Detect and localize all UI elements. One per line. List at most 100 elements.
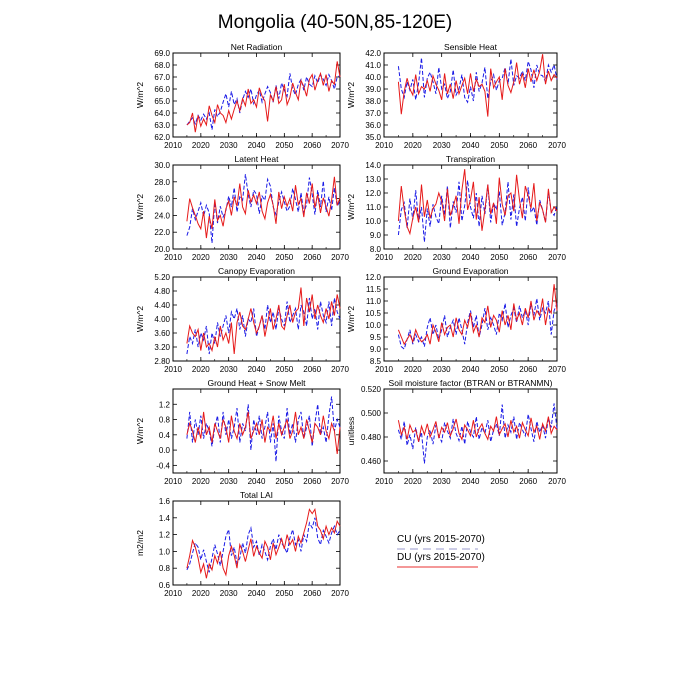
y-tick-label: 9.0 [370,231,382,240]
y-tick-label: 1.2 [159,400,171,409]
y-tick-label: 68.0 [154,61,170,70]
x-tick-label: 2020 [192,589,210,598]
series-line-du [186,411,341,454]
y-axis-label: W/m^2 [135,418,145,444]
x-tick-label: 2050 [275,253,293,262]
x-tick-label: 2070 [548,141,566,150]
series-line-cu [186,297,341,355]
panel-soil-moisture-factor-btran-or-btranmn: Soil moisture factor (BTRAN or BTRANMN) u… [346,378,566,486]
x-tick-label: 2050 [275,141,293,150]
x-tick-label: 2040 [248,589,266,598]
y-tick-label: 0.6 [159,581,171,590]
x-tick-label: 2030 [433,253,451,262]
panel-title: Ground Heat + Snow Melt [207,378,306,388]
series-line-cu [186,174,341,244]
x-tick-label: 2020 [404,477,422,486]
x-tick-label: 2020 [404,141,422,150]
x-tick-label: 2010 [164,477,182,486]
x-tick-label: 2070 [331,365,349,374]
x-tick-label: 2010 [375,253,393,262]
y-tick-label: 4.80 [154,287,170,296]
y-tick-label: 12.0 [365,273,381,282]
y-axis-label: W/m^2 [135,306,145,332]
y-tick-label: 0.8 [159,564,171,573]
x-tick-label: 2010 [164,253,182,262]
y-tick-label: 0.8 [159,416,171,425]
panel-title: Ground Evaporation [432,266,508,276]
y-axis-label: m2/m2 [135,530,145,556]
x-tick-label: 2040 [462,477,480,486]
y-tick-label: 4.00 [154,315,170,324]
x-tick-label: 2010 [375,477,393,486]
series-line-du [186,287,341,355]
panel-title: Net Radiation [231,42,283,52]
x-tick-label: 2010 [375,365,393,374]
series-line-du [397,284,558,346]
y-tick-label: 11.0 [366,203,382,212]
x-tick-label: 2070 [548,253,566,262]
x-tick-label: 2070 [331,589,349,598]
x-tick-label: 2070 [331,477,349,486]
y-tick-label: 3.60 [154,329,170,338]
x-tick-label: 2050 [275,589,293,598]
x-tick-label: 2060 [303,477,321,486]
x-tick-label: 2030 [220,365,238,374]
y-tick-label: 41.0 [365,61,381,70]
y-tick-label: 20.0 [154,245,170,254]
y-tick-label: 1.2 [159,531,171,540]
x-tick-label: 2070 [331,141,349,150]
x-tick-label: 2050 [490,141,508,150]
y-tick-label: 10.0 [365,217,381,226]
y-axis-label: W/m^2 [346,82,356,108]
y-tick-label: 1.0 [159,547,171,556]
y-axis-label: W/m^2 [135,82,145,108]
x-tick-label: 2050 [490,365,508,374]
x-tick-label: 2050 [490,477,508,486]
x-tick-label: 2010 [164,141,182,150]
y-axis-label: W/m^2 [135,194,145,220]
x-tick-label: 2040 [462,141,480,150]
panel-sensible-heat: Sensible Heat W/m^2 2010 2020 2030 2040 2050 20… [346,42,566,150]
y-tick-label: -0.4 [156,461,170,470]
panel-transpiration: Transpiration W/m^2 2010 2020 2030 2040 2050 20… [346,154,566,262]
y-tick-label: 38.0 [365,97,381,106]
y-tick-label: 42.0 [365,49,381,58]
panel-title: Soil moisture factor (BTRAN or BTRANMN) [389,378,553,388]
x-tick-label: 2050 [275,477,293,486]
y-tick-label: 10.0 [365,321,381,330]
y-tick-label: 66.0 [154,85,170,94]
y-tick-label: 1.6 [159,497,171,506]
series-line-du [397,54,558,117]
panel-grid: Net Radiation W/m^2 2010 2020 2030 2040 2050 20… [135,42,566,598]
panel-latent-heat: Latent Heat W/m^2 2010 2020 2030 2040 2050 2060… [135,154,349,262]
y-tick-label: 0.520 [361,385,382,394]
x-tick-label: 2050 [490,253,508,262]
y-tick-label: 63.0 [154,121,170,130]
x-tick-label: 2030 [433,141,451,150]
y-tick-label: 36.0 [365,121,381,130]
panel-net-radiation: Net Radiation W/m^2 2010 2020 2030 2040 2050 20… [135,42,349,150]
y-tick-label: 11.0 [366,297,382,306]
series-line-du [186,176,341,239]
y-tick-label: 28.0 [154,178,170,187]
x-tick-label: 2020 [404,253,422,262]
x-tick-label: 2040 [248,253,266,262]
panel-title: Transpiration [446,154,496,164]
panel-canopy-evaporation: Canopy Evaporation W/m^2 2010 2020 2030 2040 2… [135,266,349,374]
y-tick-label: 0.500 [361,409,382,418]
x-tick-label: 2060 [519,141,537,150]
legend-label-du: DU (yrs 2015-2070) [397,552,485,563]
y-tick-label: 0.460 [361,457,382,466]
x-tick-label: 2030 [220,589,238,598]
x-tick-label: 2060 [519,477,537,486]
x-tick-label: 2060 [519,253,537,262]
x-tick-label: 2010 [164,365,182,374]
y-tick-label: 10.5 [365,309,381,318]
x-tick-label: 2060 [303,253,321,262]
y-tick-label: 2.80 [154,357,170,366]
x-tick-label: 2030 [220,141,238,150]
y-tick-label: 69.0 [154,49,170,58]
x-tick-label: 2020 [192,141,210,150]
